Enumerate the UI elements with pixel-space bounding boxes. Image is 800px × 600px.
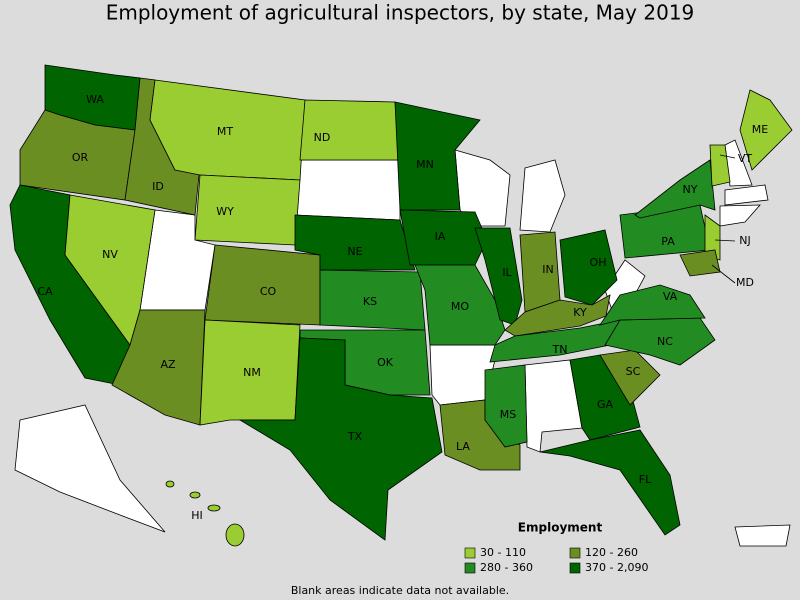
leader-line [719,154,736,159]
legend-swatch [569,562,581,574]
state [14,404,166,533]
state [709,144,731,187]
state-label: IA [435,230,446,243]
state-label: VA [663,290,678,303]
state [394,101,481,211]
state-label: NC [657,335,673,348]
state-label: TN [552,343,568,356]
state [539,429,681,536]
state-label: NV [102,248,118,261]
state [634,159,716,219]
state-label: PA [661,235,675,248]
state [559,229,618,306]
state [604,259,646,311]
state-label: MO [451,300,469,313]
state-label: TX [347,430,363,443]
state-label: HI [191,509,203,522]
state [299,99,401,161]
state [111,309,206,426]
state [294,159,401,221]
state-label: NJ [739,234,750,247]
state-label: IN [542,263,553,276]
state [165,480,245,547]
state [679,249,721,277]
legend-label: 120 - 260 [585,546,638,559]
labels: WA OR CA NV ID MT WY AZ CO NM ND NE KS OK TX MN IA MO LA IL… [37,93,768,522]
leader-lines [711,154,736,284]
state [734,524,791,547]
state [238,337,443,541]
state [724,184,769,206]
state [484,364,528,448]
state-label: WA [86,93,104,106]
state-label: CA [37,285,53,298]
legend-swatch [464,562,476,574]
state-label: LA [456,440,470,453]
state [704,214,721,261]
state-label: MT [217,125,233,138]
state-label: ID [152,180,164,193]
state-label: MS [500,408,516,421]
state-label: OK [377,356,394,369]
state-label: NE [347,245,362,258]
legend-label: 30 - 110 [480,546,526,559]
state-label: ME [752,123,768,136]
state-label: MD [736,276,754,289]
state [719,204,761,227]
legend-label: 370 - 2,090 [585,561,648,574]
state [194,174,301,246]
state [399,209,488,266]
state [599,349,661,406]
legend-label: 280 - 360 [480,561,533,574]
leader-line [714,239,736,242]
state-label: NY [683,183,698,196]
state [519,231,561,313]
leader-line [711,264,736,284]
state-label: CO [260,285,277,298]
states [9,64,793,547]
legend-title: Employment [518,521,603,535]
state-label: ND [314,131,331,144]
state [19,109,136,201]
legend: 30 - 110 120 - 260 280 - 360 370 - 2,090 [464,546,648,574]
state-label: OR [72,151,89,164]
legend-swatch [569,547,581,559]
state-label: OH [590,256,607,269]
state-label: KS [363,295,377,308]
legend-swatch [464,547,476,559]
state-label: IL [502,266,512,279]
state-label: VT [738,152,753,165]
state-label: SC [626,365,641,378]
state [739,89,793,171]
title: Employment of agricultural inspectors, b… [106,1,695,25]
state-label: KY [573,306,587,319]
state [414,264,506,346]
state-label: FL [639,473,652,486]
state [599,284,706,326]
state-label: NM [243,366,261,379]
state-label: GA [597,398,614,411]
state-label: AZ [160,358,176,371]
blank-states [14,139,791,547]
state [504,294,611,337]
state [519,159,566,233]
note: Blank areas indicate data not available. [291,584,509,597]
state-label: WY [216,205,234,218]
state-label: MN [416,158,434,171]
